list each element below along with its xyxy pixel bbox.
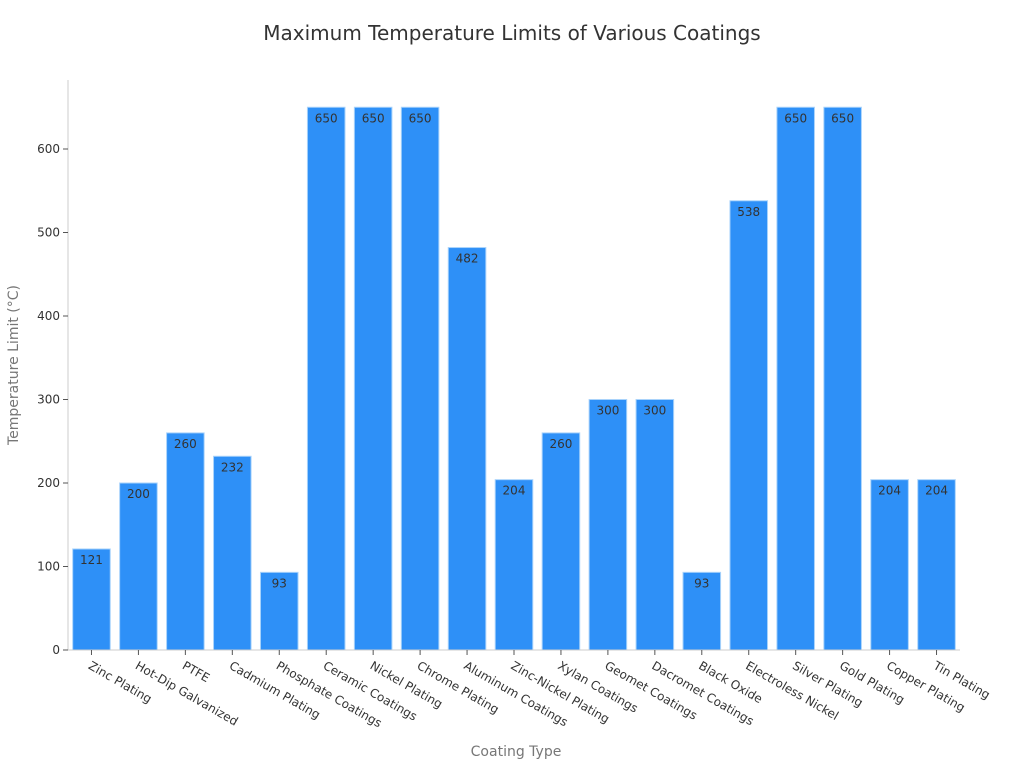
bar bbox=[119, 482, 158, 651]
bar bbox=[588, 399, 628, 651]
bar-value-label: 204 bbox=[503, 484, 526, 498]
y-tick-label: 100 bbox=[37, 560, 60, 574]
bar-value-label: 300 bbox=[596, 404, 619, 418]
bars: 121 200 260 232 93 650 650 650 482 204 260 300 300 93… bbox=[72, 106, 956, 651]
bar bbox=[400, 106, 440, 651]
bar-value-label: 260 bbox=[549, 437, 572, 451]
bar-value-label: 650 bbox=[362, 111, 385, 125]
y-tick-label: 600 bbox=[37, 142, 60, 156]
y-tick-label: 300 bbox=[37, 393, 60, 407]
x-tick-label: Copper Plating bbox=[884, 658, 967, 714]
bar-value-label: 650 bbox=[831, 111, 854, 125]
bar bbox=[72, 548, 111, 651]
bar-value-label: 200 bbox=[127, 487, 150, 501]
bar bbox=[213, 455, 252, 651]
y-tick-label: 0 bbox=[52, 643, 60, 657]
bar bbox=[447, 247, 487, 651]
bar bbox=[823, 106, 862, 651]
bar bbox=[494, 479, 534, 651]
bar-value-label: 204 bbox=[878, 484, 901, 498]
bar bbox=[353, 106, 393, 651]
bar-value-label: 93 bbox=[694, 576, 709, 590]
y-tick-label: 400 bbox=[37, 309, 60, 323]
bar bbox=[682, 571, 722, 651]
y-tick-label: 200 bbox=[37, 476, 60, 490]
y-tick-label: 500 bbox=[37, 226, 60, 240]
bar bbox=[729, 200, 769, 651]
bar bbox=[635, 399, 675, 651]
bar bbox=[541, 432, 581, 651]
bar-value-label: 650 bbox=[409, 111, 432, 125]
x-axis-title: Coating Type bbox=[471, 744, 562, 760]
bar-value-label: 650 bbox=[784, 111, 807, 125]
bar-value-label: 232 bbox=[221, 460, 244, 474]
bar-value-label: 538 bbox=[737, 205, 760, 219]
bar bbox=[166, 432, 205, 651]
bar-value-label: 93 bbox=[272, 576, 287, 590]
bar-value-label: 204 bbox=[925, 484, 948, 498]
bar-value-label: 121 bbox=[80, 553, 103, 567]
y-axis: 0 100 200 300 400 500 600 bbox=[37, 80, 69, 657]
bar-value-label: 482 bbox=[456, 252, 479, 266]
x-tick-label: PTFE bbox=[180, 658, 212, 685]
chart-title: Maximum Temperature Limits of Various Co… bbox=[263, 21, 760, 45]
bar bbox=[870, 479, 909, 651]
bar-value-label: 260 bbox=[174, 437, 197, 451]
bar bbox=[306, 106, 346, 651]
bar bbox=[917, 479, 956, 651]
y-axis-title: Temperature Limit (°C) bbox=[6, 285, 22, 446]
x-tick-label: Chrome Plating bbox=[415, 658, 502, 716]
bar-value-label: 300 bbox=[643, 404, 666, 418]
bar bbox=[776, 106, 815, 651]
bar-value-label: 650 bbox=[315, 111, 338, 125]
